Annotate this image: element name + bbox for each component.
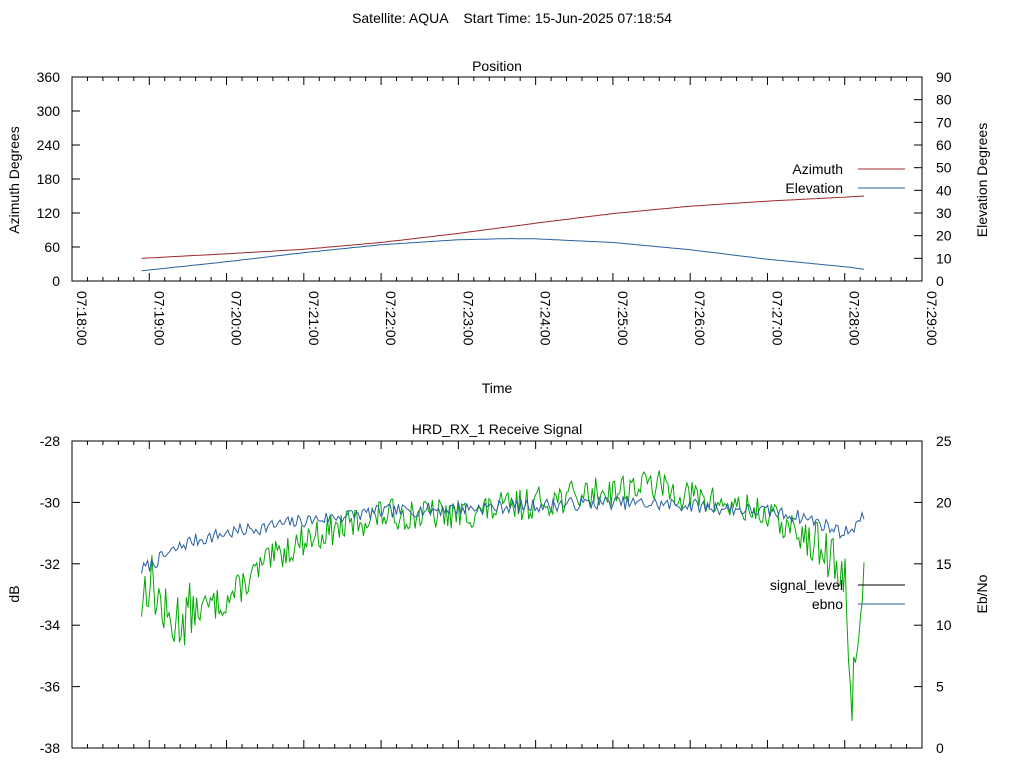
position-y-tick-label: 0 bbox=[52, 273, 60, 289]
position-x-tick-label: 07:29:00 bbox=[924, 291, 940, 346]
position-x-axis-label: Time bbox=[482, 380, 513, 396]
position-y2-tick-label: 30 bbox=[936, 205, 952, 221]
figure-title: Satellite: AQUA Start Time: 15-Jun-2025 … bbox=[352, 10, 672, 26]
position-x-tick-label: 07:27:00 bbox=[769, 291, 785, 346]
position-chart: Position 0 60 120 180 240 300 360 0 10 20 30 40 50 60… bbox=[6, 58, 990, 396]
position-x-tick-label: 07:25:00 bbox=[615, 291, 631, 346]
receive-signal-plot-frame bbox=[71, 440, 923, 749]
receive-signal-y-tick-label: -36 bbox=[40, 679, 60, 695]
position-y-tick-label: 180 bbox=[37, 171, 61, 187]
receive-signal-y-axis-label: dB bbox=[6, 585, 22, 602]
receive-signal-y-tick-label: -32 bbox=[40, 556, 60, 572]
position-y2-tick-label: 80 bbox=[936, 92, 952, 108]
position-y2-tick-label: 50 bbox=[936, 160, 952, 176]
receive-signal-y2-tick-label: 5 bbox=[936, 679, 944, 695]
position-y2-tick-label: 70 bbox=[936, 114, 952, 130]
position-x-tick-label: 07:22:00 bbox=[383, 291, 399, 346]
position-y-tick-label: 240 bbox=[37, 137, 61, 153]
position-legend: Azimuth Elevation bbox=[785, 161, 905, 196]
position-x-tick-label: 07:18:00 bbox=[74, 291, 90, 346]
legend-label-azimuth: Azimuth bbox=[792, 161, 843, 177]
receive-ebno-line bbox=[141, 470, 865, 721]
receive-signal-y-tick-label: -28 bbox=[40, 433, 60, 449]
position-y2-tick-label: 90 bbox=[936, 69, 952, 85]
legend-label-signal-level: signal_level bbox=[770, 577, 843, 593]
position-elevation-line bbox=[141, 238, 865, 272]
receive-signal-y2-tick-label: 20 bbox=[936, 494, 952, 510]
position-y2-axis-label: Elevation Degrees bbox=[974, 123, 990, 237]
position-y2-tick-label: 60 bbox=[936, 137, 952, 153]
receive-signal-chart: HRD_RX_1 Receive Signal -28 -30 -32 -34 -36 -… bbox=[6, 421, 990, 756]
position-y-tick-label: 120 bbox=[37, 205, 61, 221]
legend-label-ebno: ebno bbox=[812, 596, 843, 612]
position-y2-tick-label: 20 bbox=[936, 228, 952, 244]
position-y-axis-label: Azimuth Degrees bbox=[6, 126, 22, 233]
receive-signal-y2-axis-label: Eb/No bbox=[974, 574, 990, 613]
position-plot-frame bbox=[71, 76, 923, 282]
legend-label-elevation: Elevation bbox=[785, 180, 843, 196]
position-y-tick-label: 360 bbox=[37, 69, 61, 85]
receive-signal-y2-tick-label: 10 bbox=[936, 617, 952, 633]
position-azimuth-line bbox=[141, 195, 865, 259]
position-x-tick-label: 07:19:00 bbox=[151, 291, 167, 346]
position-y2-tick-label: 0 bbox=[936, 273, 944, 289]
receive-signal-y-tick-label: -34 bbox=[40, 617, 60, 633]
receive-signal-y2-tick-label: 15 bbox=[936, 556, 952, 572]
position-x-tick-label: 07:23:00 bbox=[460, 291, 476, 346]
position-y2-tick-label: 10 bbox=[936, 250, 952, 266]
receive-signal-y2-tick-label: 25 bbox=[936, 433, 952, 449]
receive-signal-y2-tick-label: 0 bbox=[936, 740, 944, 756]
position-x-tick-label: 07:26:00 bbox=[692, 291, 708, 346]
position-y2-tick-label: 40 bbox=[936, 182, 952, 198]
receive-signal-y-tick-label: -30 bbox=[40, 494, 60, 510]
position-x-tick-label: 07:21:00 bbox=[306, 291, 322, 346]
position-x-tick-label: 07:20:00 bbox=[229, 291, 245, 346]
position-x-tick-label: 07:24:00 bbox=[538, 291, 554, 346]
receive-signal-chart-title: HRD_RX_1 Receive Signal bbox=[412, 421, 582, 437]
receive-signal-y-tick-label: -38 bbox=[40, 740, 60, 756]
position-chart-title: Position bbox=[472, 58, 522, 74]
position-x-tick-label: 07:28:00 bbox=[847, 291, 863, 346]
position-y-tick-label: 60 bbox=[44, 239, 60, 255]
position-y-tick-label: 300 bbox=[37, 103, 61, 119]
receive-signal_level-line bbox=[141, 495, 865, 574]
